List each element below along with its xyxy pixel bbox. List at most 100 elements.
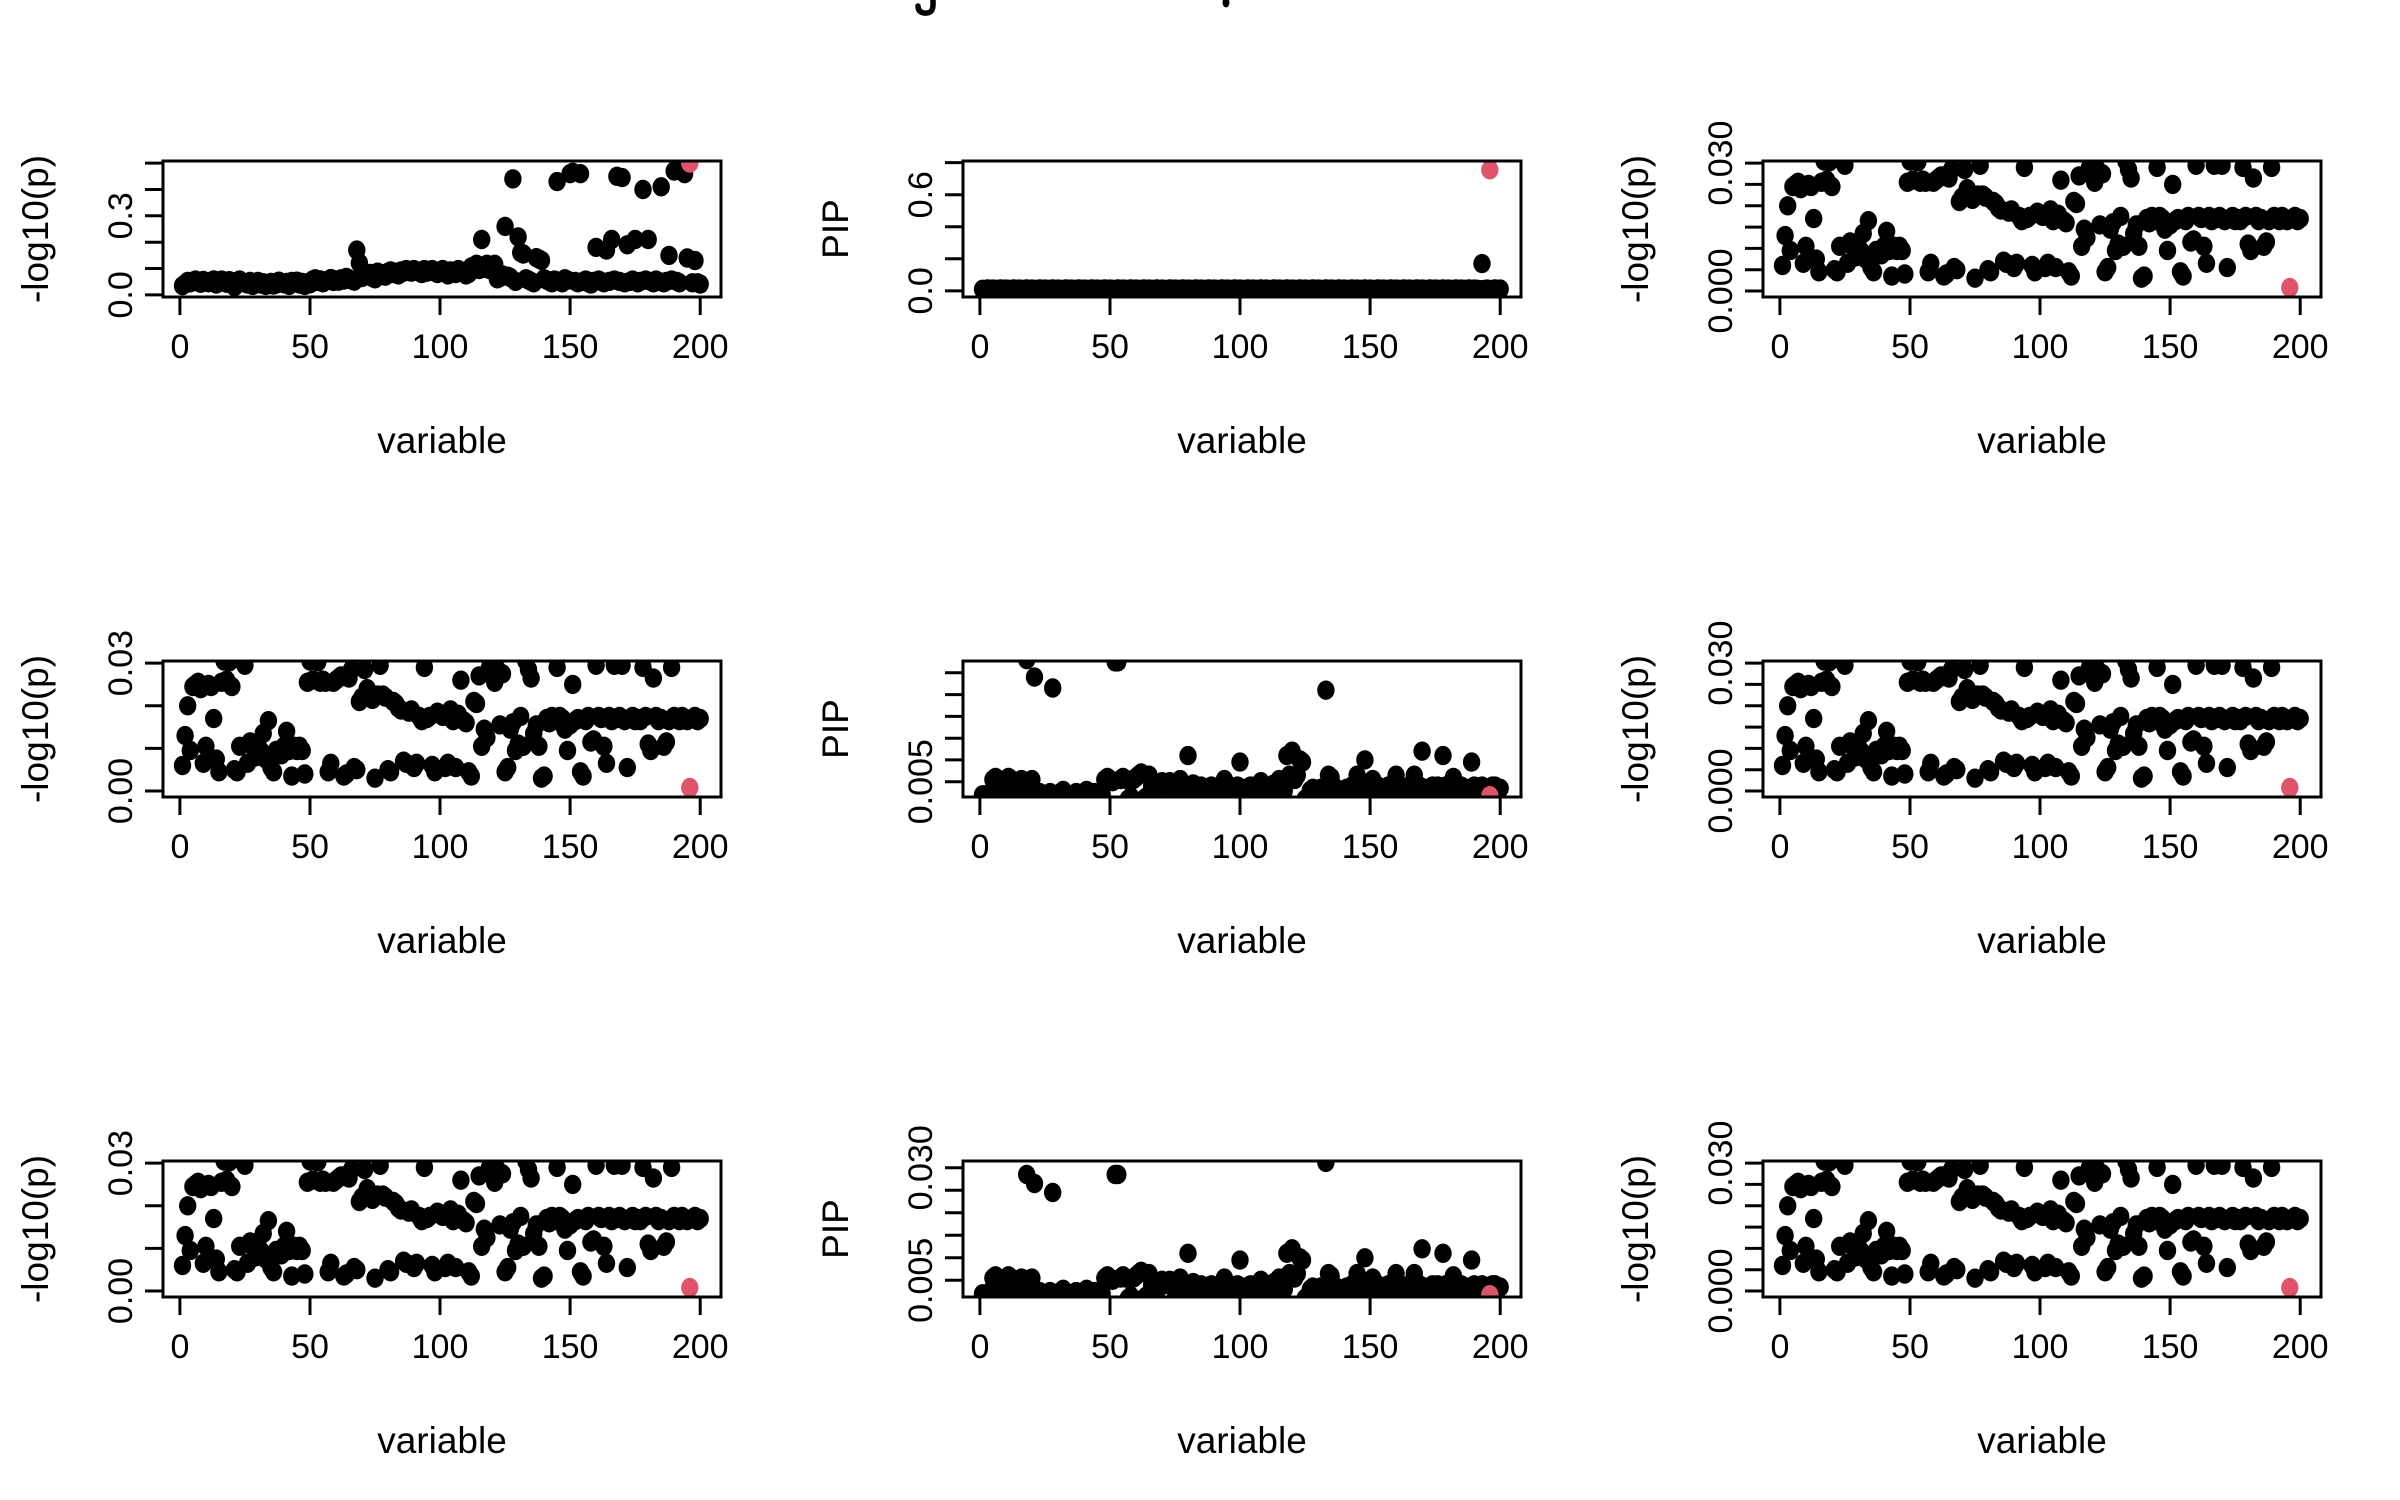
y-tick-label: 0.030: [1702, 621, 1740, 706]
data-point: [179, 696, 197, 716]
data-point: [1955, 161, 1974, 180]
y-axis-label: -log10(p): [1615, 1155, 1656, 1303]
data-point: [205, 1208, 223, 1229]
data-point: [613, 167, 631, 188]
data-point: [1922, 1253, 1940, 1273]
x-axis-label: variable: [1177, 920, 1307, 961]
data-point: [1883, 766, 1901, 786]
data-point: [1810, 762, 1828, 782]
points-layer: [1773, 661, 2309, 797]
data-point: [1025, 667, 1044, 687]
data-point: [179, 1196, 197, 1216]
x-tick-label: 0: [970, 1328, 989, 1366]
data-point: [457, 1213, 475, 1233]
data-point: [2213, 1161, 2231, 1175]
x-tick-label: 200: [672, 328, 729, 366]
x-tick-label: 200: [1472, 1328, 1529, 1366]
data-point: [493, 1164, 512, 1184]
data-point: [1779, 196, 1797, 216]
data-point: [1805, 208, 1823, 229]
plot-box: [161, 1159, 723, 1299]
data-point: [2067, 1193, 2086, 1214]
data-point: [2187, 1161, 2205, 1175]
data-point: [1820, 161, 1838, 172]
y-tick-label: 0.03: [102, 630, 140, 696]
data-point: [2122, 168, 2140, 188]
data-point: [1044, 678, 1062, 698]
data-point: [452, 1170, 470, 1190]
data-point: [2130, 236, 2148, 256]
data-point: [236, 1161, 254, 1175]
data-point: [691, 274, 709, 294]
points-layer: [173, 661, 709, 797]
y-tick-label: 0.030: [902, 1125, 940, 1210]
data-point: [2257, 1232, 2276, 1252]
data-point: [296, 764, 314, 784]
data-point: [1981, 262, 2000, 282]
data-point: [499, 757, 517, 778]
highlight-point: [1481, 161, 1499, 180]
data-point: [1776, 1225, 1794, 1246]
data-point: [639, 229, 657, 250]
data-point: [2174, 1266, 2192, 1286]
data-point: [2114, 236, 2132, 256]
data-point: [2291, 708, 2309, 729]
highlight-point: [681, 1277, 699, 1297]
x-tick-label: 0: [1770, 328, 1789, 366]
x-tick-label: 200: [2272, 328, 2329, 366]
data-point: [548, 171, 566, 192]
data-point: [2197, 753, 2216, 773]
data-point: [2052, 1170, 2070, 1190]
data-point: [686, 250, 704, 271]
data-point: [597, 753, 616, 773]
data-point: [1893, 1240, 1911, 1261]
data-point: [197, 736, 215, 756]
data-point: [371, 1161, 389, 1175]
data-point: [2099, 1257, 2117, 1278]
data-point: [558, 740, 577, 761]
data-point: [493, 664, 512, 684]
data-point: [1909, 661, 1927, 672]
data-point: [634, 179, 652, 200]
y-tick-label: 0.030: [1702, 1121, 1740, 1206]
data-point: [626, 229, 644, 250]
data-point: [1981, 1262, 2000, 1282]
data-point: [662, 1161, 681, 1178]
data-point: [355, 1161, 374, 1180]
data-point: [2174, 766, 2192, 786]
points-layer: [1773, 161, 2309, 297]
data-point: [2244, 168, 2263, 188]
x-axis-label: variable: [1177, 420, 1307, 461]
highlight-point: [2281, 1277, 2299, 1297]
data-point: [1779, 696, 1797, 716]
data-point: [2007, 1253, 2026, 1273]
data-point: [613, 1161, 631, 1175]
data-point: [457, 713, 475, 733]
data-point: [1781, 740, 1799, 761]
x-tick-label: 50: [291, 1328, 329, 1366]
data-point: [1773, 755, 1792, 776]
x-tick-label: 100: [1212, 828, 1269, 866]
data-point: [309, 661, 327, 672]
data-point: [512, 706, 530, 727]
data-point: [355, 661, 374, 680]
data-point: [2114, 736, 2132, 756]
data-point: [522, 668, 540, 688]
data-point: [2262, 661, 2281, 678]
data-point: [2158, 240, 2177, 261]
data-point: [691, 708, 709, 729]
data-point: [277, 1221, 296, 1241]
data-point: [1966, 268, 1984, 288]
data-point: [595, 1236, 613, 1256]
data-point: [1797, 736, 1815, 756]
plot-box: [961, 1159, 1523, 1299]
data-point: [2148, 161, 2166, 178]
x-tick-label: 100: [412, 328, 469, 366]
panel-middle-left: 0 50 100 150 200 0.00 0.03 variable -log10(p): [0, 500, 800, 1000]
scatter-plot-bottom-left: 0 50 100 150 200 0.00 0.03 variable -log10(p): [15, 1130, 729, 1461]
data-point: [1836, 661, 1854, 675]
data-point: [564, 1174, 582, 1195]
y-axis-label: -log10(p): [15, 655, 56, 803]
data-point: [1413, 1239, 1431, 1259]
x-tick-label: 50: [1891, 328, 1929, 366]
